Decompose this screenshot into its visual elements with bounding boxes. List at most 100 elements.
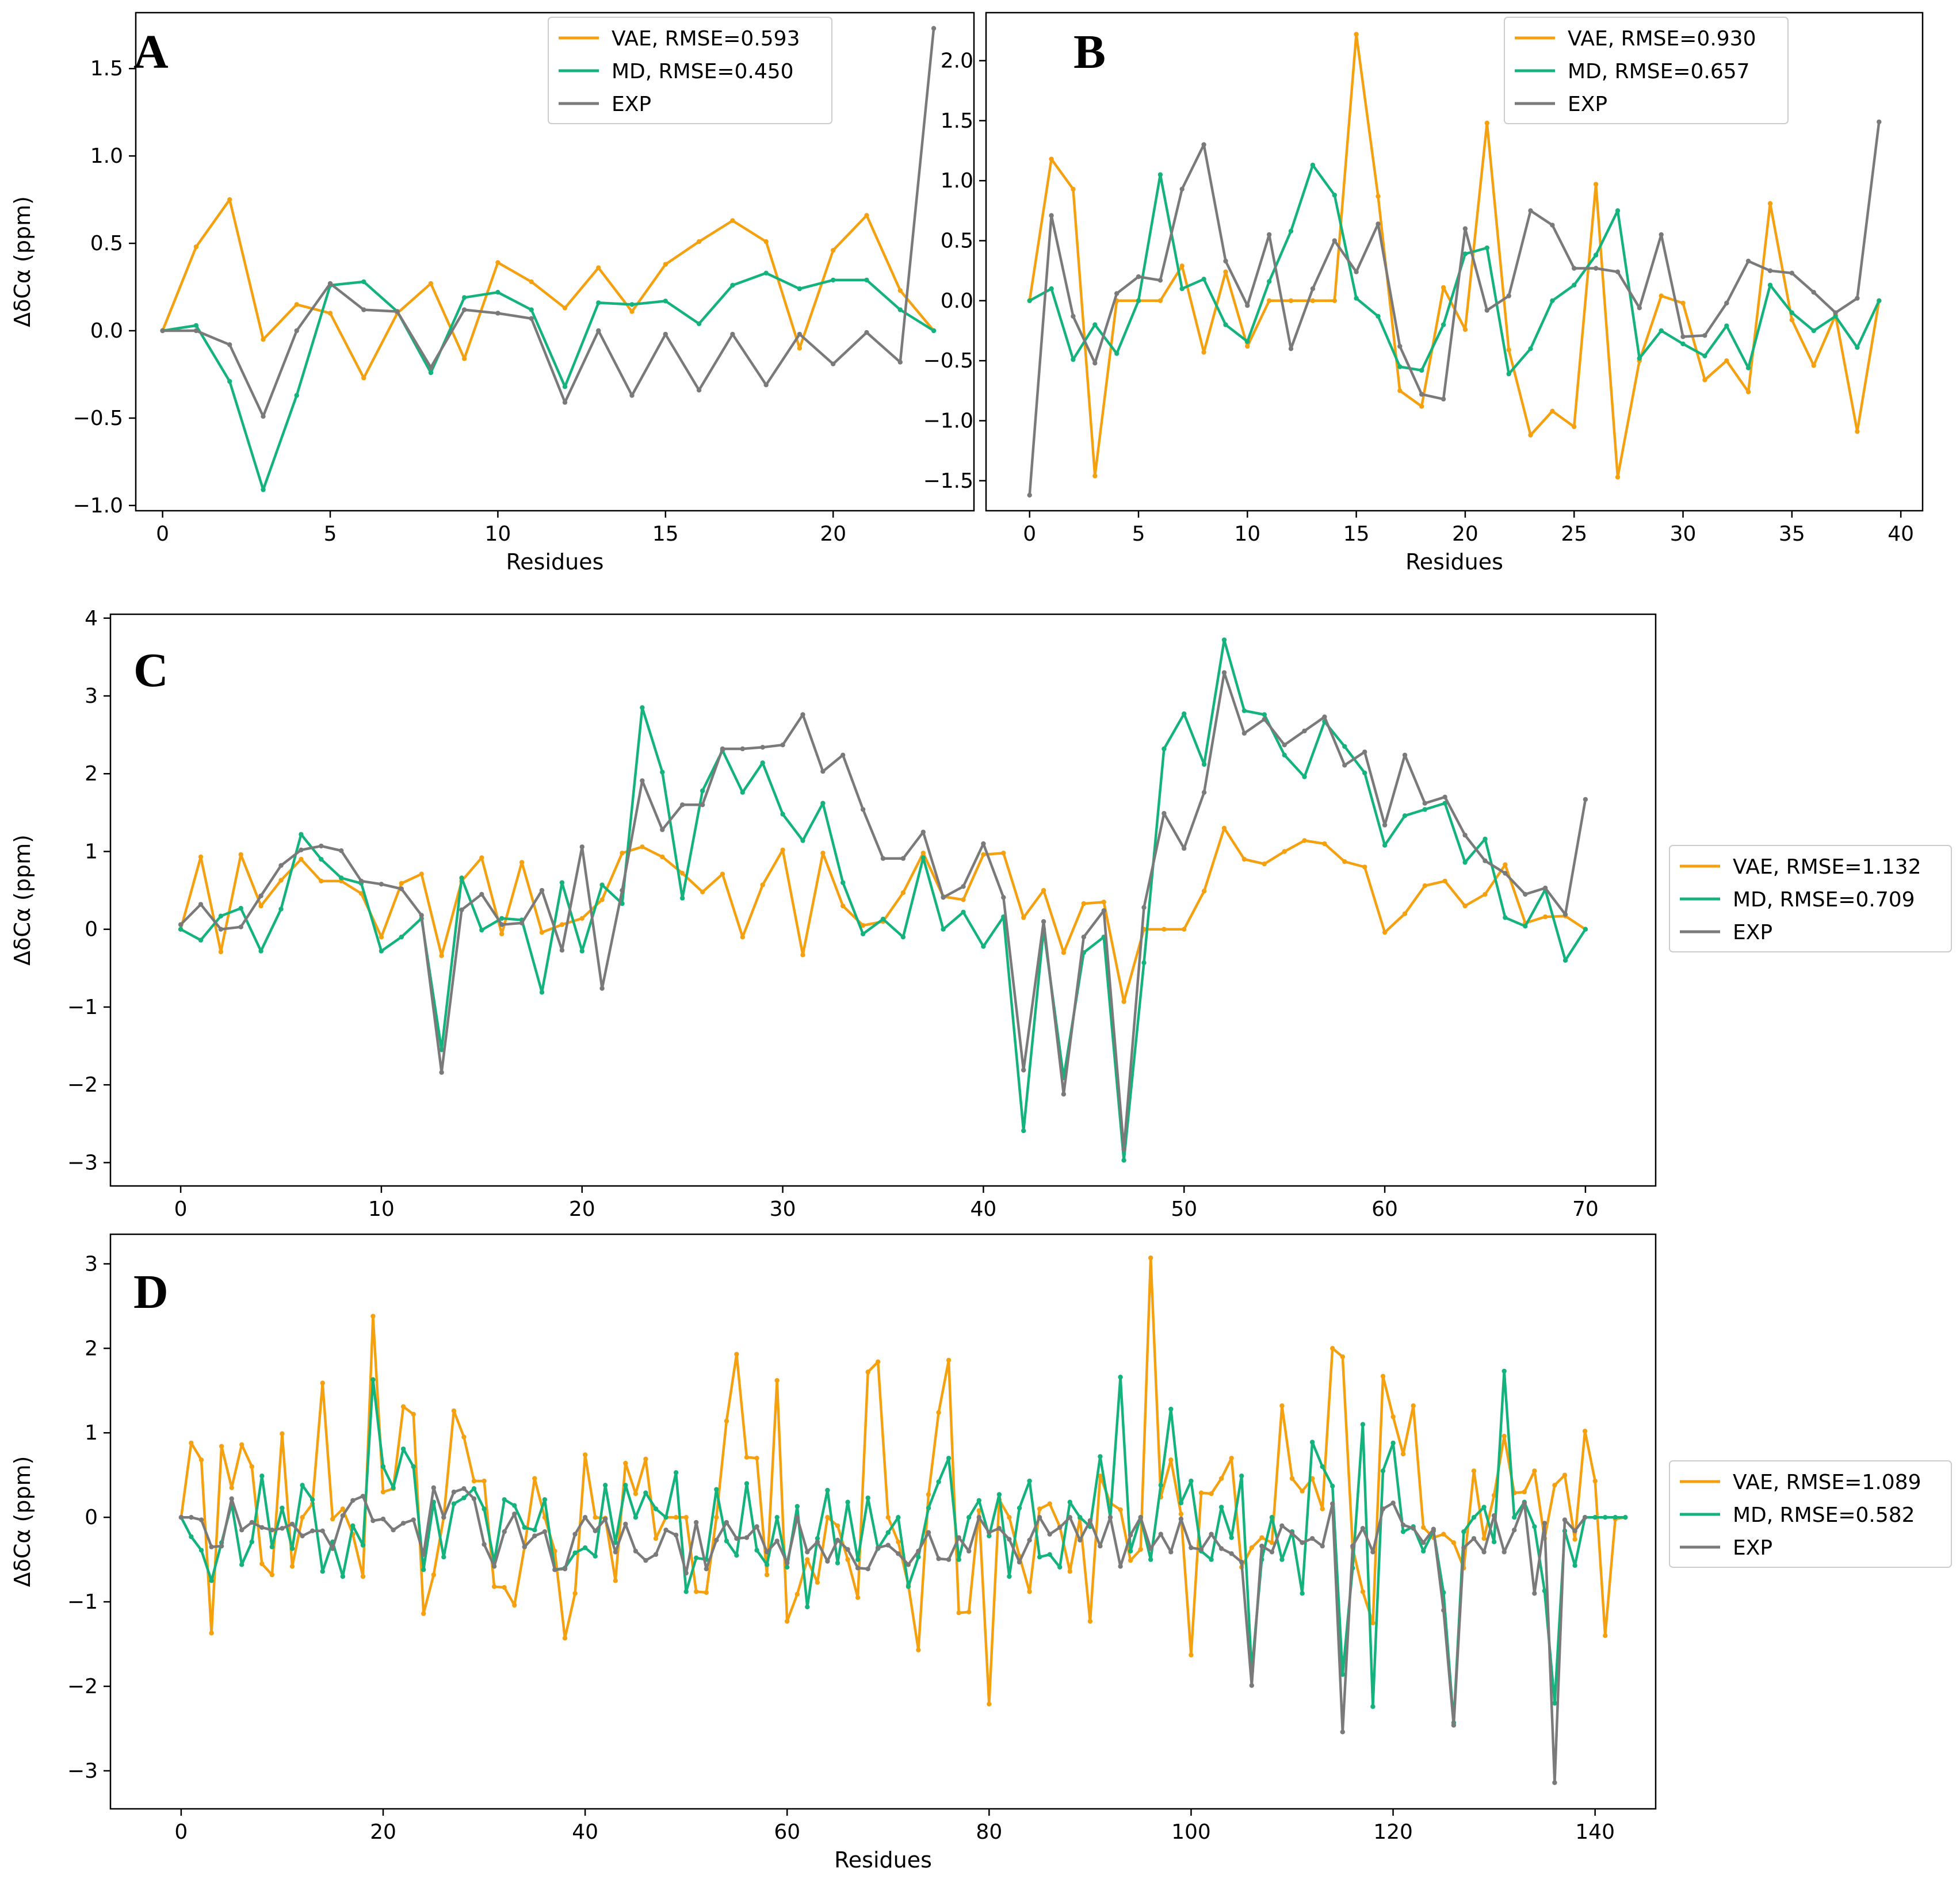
data-point-exp: [1491, 1513, 1497, 1518]
y-tick-label: 2: [85, 1337, 98, 1360]
data-point-md: [1637, 355, 1642, 361]
legend: VAE, RMSE=0.593 MD, RMSE=0.450 EXP: [548, 17, 832, 124]
data-point-vae: [198, 1457, 204, 1463]
data-point-md: [1562, 958, 1568, 963]
data-point-vae: [680, 871, 685, 876]
data-point-exp: [1350, 1543, 1355, 1549]
data-point-md: [1680, 341, 1686, 347]
data-point-exp: [1118, 1564, 1123, 1569]
data-point-md: [178, 927, 184, 932]
data-point-vae: [1245, 343, 1250, 349]
data-point-exp: [193, 328, 199, 334]
data-point-exp: [1138, 1515, 1143, 1520]
data-point-vae: [633, 1491, 639, 1497]
data-point-vae: [1229, 1456, 1234, 1461]
data-point-exp: [1572, 266, 1577, 271]
data-point-vae: [805, 1557, 810, 1562]
data-point-exp: [956, 1535, 961, 1540]
data-point-vae: [660, 854, 665, 860]
data-point-vae: [1462, 327, 1468, 332]
data-point-exp: [694, 1520, 699, 1525]
data-point-exp: [1300, 1540, 1305, 1545]
data-point-vae: [623, 1460, 628, 1466]
data-point-exp: [1209, 1532, 1214, 1537]
data-point-exp: [1158, 1532, 1164, 1537]
data-point-vae: [1481, 1536, 1487, 1541]
data-point-vae: [696, 239, 702, 244]
data-point-md: [596, 300, 601, 305]
x-tick-label: 10: [485, 522, 511, 546]
data-point-exp: [1148, 1546, 1153, 1551]
data-point-md: [1603, 1515, 1608, 1520]
data-point-exp: [885, 1543, 891, 1548]
y-tick-label: −3: [67, 1151, 98, 1174]
x-axis-label: Residues: [1405, 549, 1503, 575]
data-point-md: [1572, 282, 1577, 288]
data-point-vae: [572, 1591, 578, 1596]
y-axis-label: ΔδCα (ppm): [10, 835, 35, 966]
panel-b: 0 5 10 15 20 25 30 35 40 −1.5 −1.0 −0.5 0.0 0.5 1.0 1.5…: [923, 12, 1924, 575]
data-point-md: [238, 906, 243, 911]
data-point-md: [579, 948, 584, 954]
data-point-exp: [1223, 258, 1228, 264]
data-point-md: [1223, 322, 1228, 327]
x-axis-label: Residues: [834, 1847, 932, 1873]
data-point-vae: [1179, 263, 1185, 269]
data-point-md: [961, 909, 966, 915]
data-point-exp: [785, 1560, 790, 1566]
series-line-vae: [179, 1256, 1626, 1706]
data-point-exp: [532, 1533, 537, 1539]
data-point-md: [946, 1456, 952, 1461]
data-point-md: [1354, 296, 1359, 301]
data-point-md: [603, 1483, 608, 1488]
legend-label-vae: VAE, RMSE=1.089: [1733, 1471, 1921, 1494]
data-point-exp: [1221, 670, 1227, 675]
data-point-vae: [1282, 849, 1287, 854]
data-point-vae: [825, 1515, 830, 1520]
y-tick-label: 0.0: [941, 289, 973, 313]
data-point-md: [1491, 1539, 1497, 1544]
data-point-md: [694, 1555, 699, 1560]
data-point-md: [1121, 1158, 1126, 1163]
y-tick-label: −2: [67, 1073, 98, 1097]
data-point-exp: [683, 1570, 689, 1576]
data-point-exp: [1198, 1547, 1204, 1552]
data-point-vae: [1138, 1547, 1143, 1552]
data-point-md: [198, 1548, 204, 1553]
y-tick-label: 0.5: [90, 232, 123, 255]
data-point-exp: [987, 1530, 992, 1535]
data-point-vae: [643, 1456, 648, 1461]
data-point-vae: [740, 935, 746, 940]
data-point-md: [189, 1534, 194, 1540]
data-point-exp: [428, 365, 434, 370]
data-point-md: [920, 855, 926, 860]
x-tick-label: 80: [976, 1820, 1002, 1844]
data-point-md: [1157, 172, 1163, 177]
data-point-exp: [673, 1532, 679, 1538]
data-point-md: [820, 801, 826, 806]
data-point-exp: [461, 307, 467, 312]
y-axis-label: ΔδCα (ppm): [10, 196, 35, 327]
series-exp: [178, 1485, 1588, 1785]
data-point-exp: [1071, 313, 1076, 319]
data-point-exp: [760, 745, 765, 750]
data-point-vae: [330, 1516, 335, 1522]
data-point-exp: [653, 1552, 659, 1557]
data-point-md: [1267, 279, 1272, 284]
data-point-exp: [946, 1557, 952, 1562]
data-point-md: [1342, 744, 1347, 749]
data-point-md: [1037, 1555, 1042, 1560]
data-point-exp: [552, 1567, 557, 1572]
data-point-md: [860, 931, 866, 937]
data-point-vae: [1218, 1476, 1224, 1481]
data-point-vae: [193, 244, 199, 250]
data-point-vae: [694, 1589, 699, 1594]
data-point-md: [1390, 1440, 1396, 1446]
data-point-exp: [421, 1552, 426, 1557]
data-point-vae: [198, 854, 204, 860]
x-tick-label: 60: [1371, 1197, 1398, 1221]
data-point-exp: [623, 1521, 628, 1527]
data-point-exp: [596, 328, 601, 334]
x-tick-label: 60: [774, 1820, 800, 1844]
